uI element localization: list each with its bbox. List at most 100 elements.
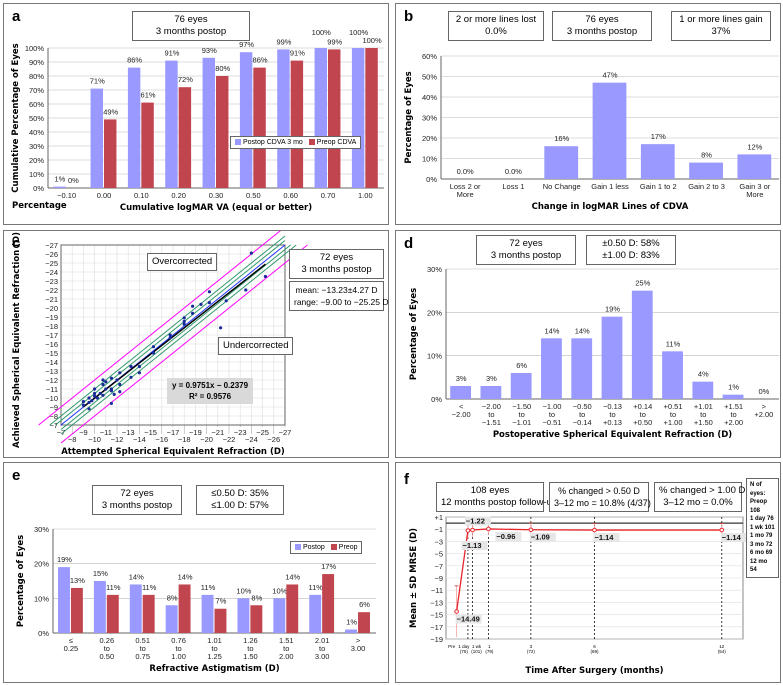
x-tick-label: 1.01 to 1.25 [207,636,222,661]
y-tick-label: 20% [34,560,49,569]
x-tick-label: −0.13 to +0.13 [603,402,622,427]
data-point [129,375,133,379]
bar [689,162,723,179]
bar [216,76,229,188]
chart-a: 0% 10% 20% 30% 40% 50% 60% 70% 80% 90% 100% 1% 71% 86… [11,28,384,213]
bar [328,49,341,189]
panel-label: e [12,467,21,484]
bar [253,67,266,188]
bar-value-label: 14% [178,572,193,581]
x-tick-label: −16 [155,435,168,444]
bar-value-label: 49% [103,107,118,116]
value-label: −14.49 [457,614,480,623]
value-label: −1.14 [595,533,615,542]
x-tick-label: 0.70 [321,191,336,200]
y-tick-label: 60% [29,100,44,109]
bar-value-label: 0.0% [505,167,522,176]
bar [237,598,250,633]
y-tick-label: 80% [29,72,44,81]
x-tick-label: −11 [100,428,112,437]
tolerance-line [60,244,308,444]
bar [450,386,472,399]
y-tick-label: −17 [45,331,58,340]
bar-value-label: 100% [312,28,332,37]
panel-label: d [404,235,414,252]
data-point [263,274,267,279]
bar [631,290,653,399]
bar-value-label: 100% [362,36,382,45]
y-tick-label: −12 [45,376,58,385]
value-label: −1.14 [722,533,742,542]
y-tick-label: 30% [422,114,437,123]
bar-value-label: 3% [486,374,497,383]
x-tick-label: 0.51 to 0.75 [135,636,150,661]
bar-value-label: 8% [251,593,262,602]
bar-value-label: 11% [666,339,681,348]
panel-label: a [12,8,21,25]
panel-label: f [404,471,409,488]
data-point [719,527,725,533]
x-tick-label: ≤0.25 [64,636,79,653]
bar-value-label: 71% [90,77,105,86]
info-box: 1 or more lines gain 37% [671,11,771,41]
x-axis-title: Refractive Astigmatism (D) [149,664,279,674]
y-tick-label: −3 [434,537,443,546]
x-tick-label: 0.50 [246,191,261,200]
bar-value-label: 11% [142,583,157,592]
x-corner-label: Percentage [12,201,67,211]
data-point [104,380,108,384]
x-tick-label: >3.00 [351,636,366,653]
data-point [81,403,85,407]
data-point [98,391,102,396]
y-tick-label: 0% [431,395,442,404]
bar-value-label: 14% [285,572,300,581]
x-tick-label: No Change [543,182,581,191]
y-tick-label: 100% [25,44,45,53]
x-tick-label: 1.51 to 2.00 [279,636,294,661]
bar-value-label: 86% [253,56,268,65]
bar-value-label: 10% [272,586,287,595]
bar [93,581,106,633]
data-point [592,527,597,533]
bar-value-label: 91% [290,49,305,58]
bar-value-label: 3% [456,374,467,383]
tolerance-line [38,231,281,426]
value-label: −1.13 [463,541,482,550]
bar [273,598,286,633]
data-point [104,387,108,391]
legend: Postop CDVA 3 mo Preop CDVA [230,136,362,149]
bar [290,60,304,188]
data-point [93,391,97,396]
x-axis-title: Attempted Spherical Equivalent Refractio… [61,447,285,457]
n-eyes-row: 3 mo 72 [750,541,773,548]
x-tick-label: −27 [279,428,292,437]
value-label-bg [529,532,556,542]
value-label-bg [720,533,747,543]
bar [737,154,772,179]
y-tick-label: 40% [29,128,44,137]
info-box: ≤0.50 D: 35% ≤1.00 D: 57% [196,485,284,515]
value-label-bg [593,533,620,543]
y-tick-label: 10% [427,352,442,361]
x-axis-title: Postoperative Spherical Equivalent Refra… [493,430,732,440]
bar-value-label: 19% [57,555,72,564]
data-point [118,382,122,387]
info-box: % changed > 0.50 D 3–12 mo = 10.8% (4/37) [549,482,651,512]
bar [239,52,253,189]
panel-label: c [12,235,21,252]
bar [165,60,178,188]
x-tick-label: −10 [88,435,101,444]
y-tick-label: 60% [422,52,437,61]
data-point [182,316,186,320]
x-tick-label: > +2.00 [754,402,773,419]
x-tick-label: Loss 1 [502,182,524,191]
data-point [207,290,211,294]
bar [601,316,623,399]
overcorrected-label: Overcorrected [147,253,218,271]
y-tick-label: −20 [45,304,58,313]
y-tick-label: 10% [34,594,49,603]
x-tick-label: −25 [256,428,269,437]
bar [541,338,562,399]
y-tick-label: 20% [29,156,44,165]
